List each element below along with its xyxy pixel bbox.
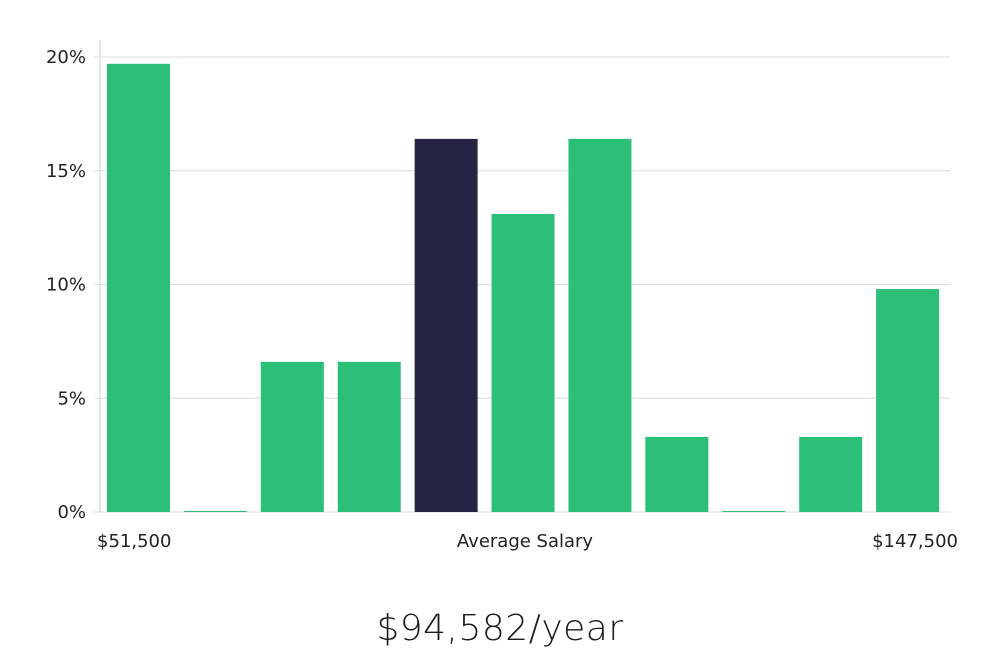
y-axis-ticks: 0% 5% 10% 15% 20% xyxy=(46,47,86,523)
y-tick-label: 15% xyxy=(46,161,86,182)
x-label-min: $51,500 xyxy=(97,531,171,552)
salary-histogram: 0% 5% 10% 15% 20% $51,500 Average Salary $14… xyxy=(46,40,958,552)
bar xyxy=(491,213,555,512)
bar xyxy=(722,511,786,512)
bar xyxy=(568,138,632,512)
bar-average xyxy=(414,138,478,512)
bars xyxy=(107,63,940,512)
x-label-max: $147,500 xyxy=(872,531,958,552)
bar xyxy=(876,289,940,512)
y-tick-label: 0% xyxy=(57,502,86,523)
average-salary-value: $94,582/year xyxy=(376,608,624,649)
bar xyxy=(260,361,324,512)
x-label-center: Average Salary xyxy=(457,531,594,552)
bar xyxy=(799,436,863,512)
y-tick-label: 10% xyxy=(46,275,86,296)
bar xyxy=(107,63,170,512)
bar xyxy=(337,361,401,512)
bar xyxy=(645,436,709,512)
y-tick-label: 5% xyxy=(57,388,86,409)
bar xyxy=(183,511,247,512)
y-tick-label: 20% xyxy=(46,47,86,68)
